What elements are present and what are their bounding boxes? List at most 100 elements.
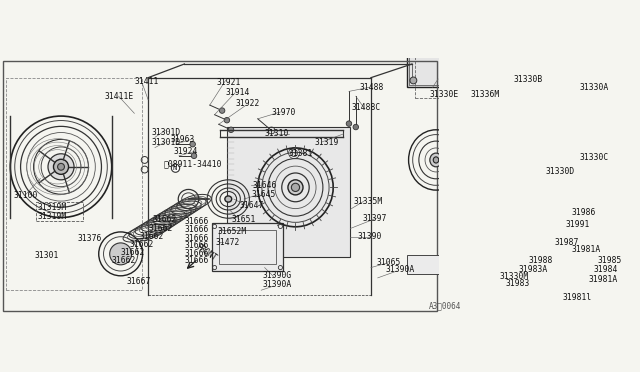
Circle shape [353,124,358,130]
Bar [409,0,541,84]
Text: 31662: 31662 [153,215,177,224]
Circle shape [172,164,180,172]
Text: 31988: 31988 [529,256,553,265]
Circle shape [346,121,352,126]
Text: 31662: 31662 [139,232,164,241]
Text: 31488: 31488 [360,83,384,93]
Text: 31330C: 31330C [580,153,609,163]
Text: 31914: 31914 [225,88,250,97]
Bar [513,219,571,298]
Text: A3˄0064: A3˄0064 [429,301,461,310]
Circle shape [228,127,234,132]
Text: 31390A: 31390A [386,265,415,274]
Text: 31301D: 31301D [152,138,180,147]
Bar [406,0,543,87]
Polygon shape [227,127,350,257]
Text: 31646: 31646 [253,181,277,190]
Circle shape [530,255,534,259]
Text: 31376: 31376 [77,234,102,243]
Text: 31336M: 31336M [470,90,500,99]
Text: 31397: 31397 [363,214,387,223]
Text: 31390G: 31390G [262,270,292,280]
Text: 31987: 31987 [555,238,579,247]
Text: 31335M: 31335M [354,196,383,206]
Text: 31645: 31645 [252,190,276,199]
Text: 31666: 31666 [184,256,209,264]
Ellipse shape [58,163,65,170]
Bar [406,255,530,275]
Ellipse shape [54,159,68,174]
Text: 31662: 31662 [129,240,154,250]
Bar [212,223,283,271]
Circle shape [191,153,196,158]
Text: N: N [172,165,176,171]
Text: 31652M: 31652M [218,227,246,236]
Text: 31310: 31310 [264,129,289,138]
Text: 31488C: 31488C [352,103,381,112]
Text: 31411: 31411 [134,77,159,86]
Circle shape [533,77,540,84]
Ellipse shape [225,196,232,202]
Text: 31983: 31983 [505,279,530,288]
Bar [36,202,83,221]
Text: 31651: 31651 [231,215,255,224]
Text: 31381: 31381 [289,148,313,158]
Ellipse shape [48,154,74,180]
Text: 31924: 31924 [173,147,198,155]
Text: 31983A: 31983A [519,265,548,274]
Ellipse shape [430,153,442,167]
Text: 31666: 31666 [184,234,209,243]
Text: 31662: 31662 [148,224,172,233]
Circle shape [224,118,230,123]
Text: 31981A: 31981A [589,275,618,284]
Ellipse shape [288,180,303,195]
Text: 31984: 31984 [594,265,618,274]
Text: 31666: 31666 [184,248,209,258]
Text: 31472: 31472 [215,238,239,247]
Text: 31330M: 31330M [500,272,529,281]
Text: 31666: 31666 [184,241,209,250]
Text: 31666: 31666 [184,217,209,226]
Text: 31647: 31647 [239,201,264,211]
Circle shape [410,77,417,84]
Text: 31662: 31662 [112,256,136,264]
Text: 31986: 31986 [571,208,595,217]
Bar [415,0,571,97]
Circle shape [220,108,225,113]
Circle shape [543,266,548,270]
Text: 31330D: 31330D [546,167,575,176]
Text: 31330E: 31330E [429,90,458,99]
Bar [6,78,142,290]
Text: 31319M: 31319M [38,203,67,212]
Circle shape [550,276,555,280]
Text: 31319M: 31319M [38,212,67,221]
Text: 31330A: 31330A [580,83,609,92]
Text: FRONT: FRONT [194,242,218,263]
Text: 31319: 31319 [315,138,339,147]
Text: 31921: 31921 [216,78,241,87]
Text: 31390A: 31390A [262,280,292,289]
Text: 31100: 31100 [13,191,37,200]
Text: 31970: 31970 [271,108,296,117]
Text: 31963: 31963 [171,135,195,144]
Text: ⓝ08911-34410: ⓝ08911-34410 [164,160,222,169]
Bar [219,230,276,264]
Ellipse shape [291,183,300,192]
Text: 31667: 31667 [126,277,150,286]
Text: 31666: 31666 [184,225,209,234]
Text: 31301: 31301 [35,251,60,260]
Ellipse shape [504,155,512,164]
Text: 31411E: 31411E [105,92,134,102]
Text: 31922: 31922 [236,99,260,108]
Text: 31330B: 31330B [513,74,543,84]
Text: 31981A: 31981A [571,244,600,254]
Text: 31301D: 31301D [152,128,180,137]
Circle shape [109,243,132,265]
Text: 31662: 31662 [121,248,145,257]
Text: 31390: 31390 [357,232,381,241]
Text: 31065: 31065 [376,258,401,267]
Text: 31981l: 31981l [563,292,592,302]
Text: 31991: 31991 [566,220,590,229]
Circle shape [190,141,195,147]
Text: 31985: 31985 [597,256,621,265]
